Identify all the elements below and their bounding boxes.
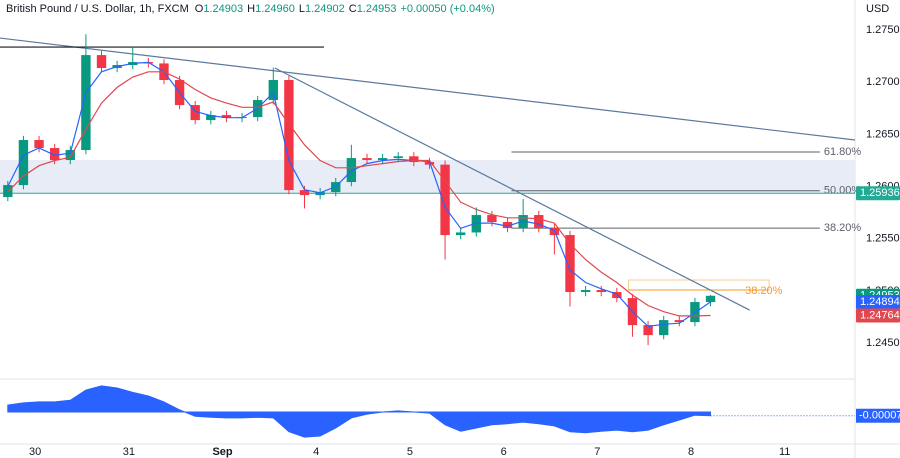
candle-body bbox=[206, 115, 216, 121]
ohlc-key: O bbox=[195, 3, 204, 15]
price-label: 1.24764 bbox=[860, 309, 900, 321]
oscillator-label-box bbox=[856, 408, 900, 423]
candle-body bbox=[346, 158, 357, 183]
trend-line bbox=[274, 67, 750, 311]
ohlc-key: C bbox=[349, 3, 357, 15]
fib-label: 61.80% bbox=[824, 146, 862, 158]
candle-body bbox=[643, 325, 653, 336]
ohlc-value: 1.24960 bbox=[255, 3, 295, 15]
candle-body bbox=[268, 80, 278, 101]
price-label-box bbox=[856, 308, 900, 323]
candle-body bbox=[315, 192, 325, 196]
x-tick-label: 6 bbox=[501, 446, 507, 458]
x-tick-label: 7 bbox=[594, 446, 600, 458]
fib-label: 38.20% bbox=[824, 222, 862, 234]
x-tick-label: 30 bbox=[29, 446, 41, 458]
currency: USD bbox=[866, 3, 889, 15]
oscillator-area bbox=[7, 385, 711, 438]
candle-body bbox=[221, 115, 232, 119]
candle-body bbox=[34, 140, 44, 149]
ohlc-value: 1.24953 bbox=[357, 3, 397, 15]
x-tick-label: 11 bbox=[779, 446, 790, 458]
y-tick-label: 1.27500 bbox=[866, 24, 900, 36]
candle-body bbox=[362, 158, 372, 161]
price-label-box bbox=[856, 294, 900, 309]
candle-body bbox=[440, 164, 450, 236]
y-tick-label: 1.24500 bbox=[866, 337, 900, 349]
trend-line bbox=[0, 37, 856, 141]
change: +0.00050 (+0.04%) bbox=[400, 3, 494, 15]
price-label-box bbox=[856, 186, 900, 201]
header: British Pound / U.S. Dollar, 1h, FXCM O1.… bbox=[6, 3, 495, 15]
x-tick-label: Sep bbox=[212, 446, 232, 458]
candle-body bbox=[471, 215, 481, 233]
oscillator-label: -0.00007 bbox=[859, 410, 900, 422]
candle-body bbox=[580, 290, 591, 293]
fib-label: 50.00% bbox=[824, 185, 862, 197]
price-label: 1.24894 bbox=[860, 296, 900, 308]
candle-body bbox=[393, 156, 403, 159]
candle-body bbox=[409, 156, 419, 163]
candle-body bbox=[502, 222, 513, 229]
candle-body bbox=[659, 320, 669, 336]
candle-body bbox=[65, 150, 75, 161]
candle-body bbox=[612, 292, 622, 299]
moving-average bbox=[7, 71, 711, 317]
y-tick-label: 1.26500 bbox=[866, 128, 900, 140]
candle-body bbox=[377, 158, 388, 161]
chart-title: British Pound / U.S. Dollar, 1h, FXCM bbox=[6, 3, 189, 15]
candle-body bbox=[96, 55, 107, 69]
fib-box-label: 38.20% bbox=[745, 285, 783, 297]
candle-body bbox=[705, 295, 716, 303]
candle-body bbox=[424, 162, 435, 165]
candle-body bbox=[487, 215, 497, 223]
y-tick-label: 1.27000 bbox=[866, 76, 900, 88]
fib-zone bbox=[0, 160, 855, 194]
candle-body bbox=[299, 190, 310, 196]
candle-body bbox=[674, 320, 684, 323]
candle-body bbox=[565, 235, 575, 293]
candle-body bbox=[18, 140, 29, 186]
price-label: 1.25936 bbox=[860, 187, 900, 199]
ohlc-key: L bbox=[299, 3, 305, 15]
candle-body bbox=[284, 80, 294, 191]
ohlc-key: H bbox=[247, 3, 255, 15]
ohlc-value: 1.24903 bbox=[203, 3, 243, 15]
x-tick-label: 4 bbox=[313, 446, 319, 458]
candle-body bbox=[596, 290, 606, 293]
ohlc-value: 1.24902 bbox=[305, 3, 345, 15]
candle-body bbox=[456, 232, 466, 236]
candle-body bbox=[190, 105, 200, 121]
y-tick-label: 1.25500 bbox=[866, 233, 900, 245]
candle-body bbox=[49, 148, 60, 161]
x-tick-label: 8 bbox=[688, 446, 694, 458]
candle-body bbox=[534, 215, 544, 229]
x-tick-label: 31 bbox=[123, 446, 135, 458]
candle-body bbox=[81, 55, 91, 151]
x-tick-label: 5 bbox=[407, 446, 413, 458]
